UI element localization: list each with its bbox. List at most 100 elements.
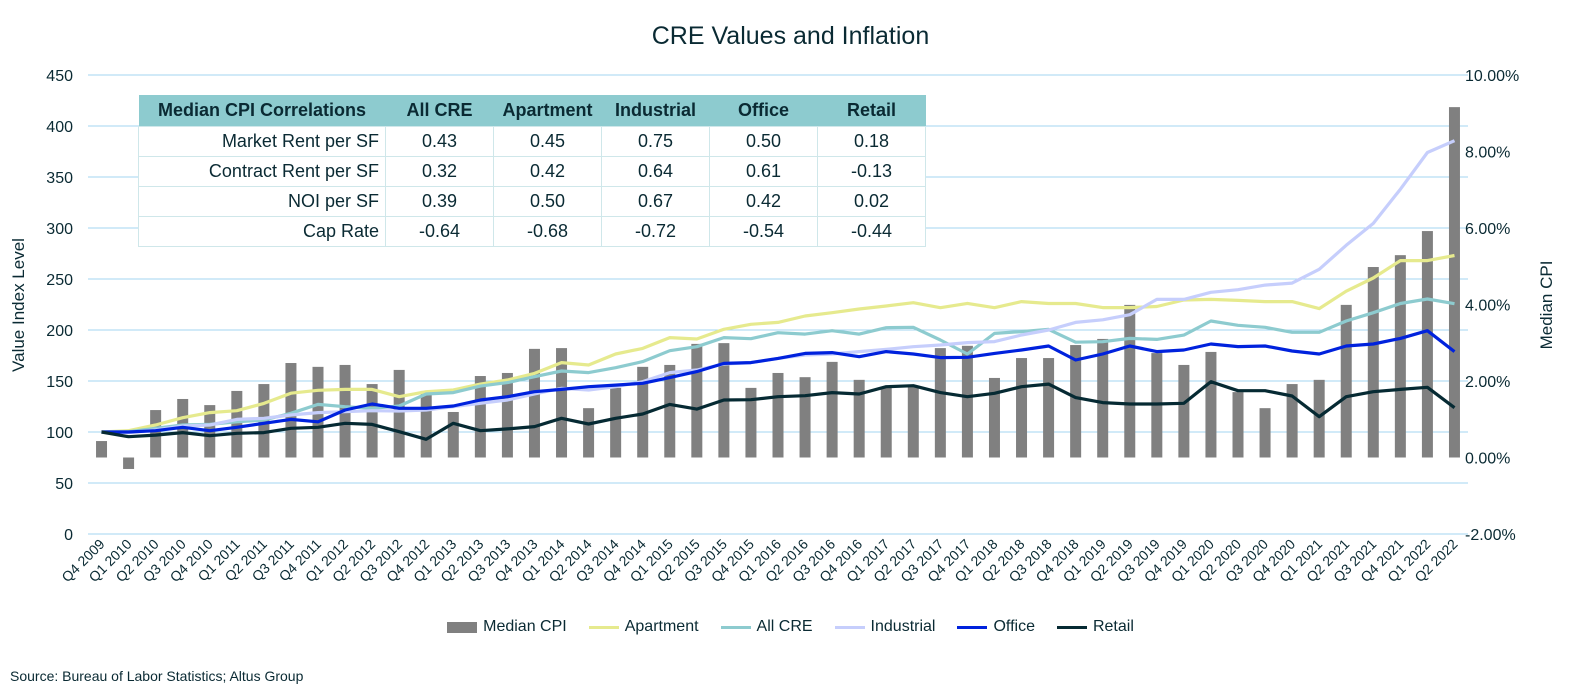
- bar-median-cpi: [1286, 384, 1298, 458]
- table-cell: 0.32: [385, 156, 494, 187]
- y-tick-label: 0: [64, 527, 73, 544]
- legend-swatch: [447, 621, 478, 633]
- bar-median-cpi: [880, 387, 892, 458]
- legend-item-apartment: Apartment: [588, 618, 699, 636]
- bar-median-cpi: [556, 348, 568, 458]
- table-cell: 0.50: [493, 186, 602, 217]
- y-tick-label: 450: [46, 68, 73, 85]
- bar-median-cpi: [637, 366, 649, 458]
- legend: Median CPI Apartment All CRE Industrial …: [0, 618, 1581, 636]
- y-right-tick-label: 0.00%: [1465, 451, 1510, 468]
- bar-median-cpi: [231, 390, 243, 458]
- bar-median-cpi: [474, 376, 486, 458]
- y-right-tick-label: -2.00%: [1465, 527, 1516, 544]
- correlation-table: Median CPI Correlations All CRE Apartmen…: [138, 95, 926, 247]
- bar-median-cpi: [96, 441, 108, 458]
- bar-median-cpi: [1421, 231, 1433, 458]
- table-header: Median CPI Correlations: [138, 95, 386, 127]
- bar-median-cpi: [610, 387, 622, 458]
- legend-item-industrial: Industrial: [834, 618, 936, 636]
- bar-median-cpi: [772, 372, 784, 458]
- bar-median-cpi: [799, 377, 811, 458]
- line-all-cre: [101, 297, 1455, 434]
- y-right-tick-label: 10.00%: [1465, 68, 1519, 85]
- bar-median-cpi: [745, 387, 757, 458]
- y-tick-label: 200: [46, 323, 73, 340]
- table-cell: 0.61: [709, 156, 818, 187]
- table-cell: 0.64: [601, 156, 710, 187]
- legend-label: Median CPI: [483, 618, 567, 635]
- table-cell: -0.13: [817, 156, 926, 187]
- legend-item-office: Office: [957, 618, 1035, 636]
- table-cell: -0.44: [817, 216, 926, 247]
- table-cell: -0.68: [493, 216, 602, 247]
- y-right-tick-label: 8.00%: [1465, 145, 1510, 162]
- table-row: Market Rent per SF 0.43 0.45 0.75 0.50 0.18: [138, 126, 926, 157]
- bar-median-cpi: [961, 345, 973, 458]
- bar-median-cpi: [1043, 358, 1055, 458]
- source-note: Source: Bureau of Labor Statistics; Altu…: [10, 668, 304, 684]
- table-row: Contract Rent per SF 0.32 0.42 0.64 0.61 -0.1…: [138, 156, 926, 187]
- table-header-row: Median CPI Correlations All CRE Apartmen…: [138, 95, 926, 127]
- legend-label: Retail: [1092, 618, 1134, 635]
- table-cell: 0.39: [385, 186, 494, 217]
- bar-median-cpi: [1178, 364, 1190, 458]
- y-right-tick-label: 2.00%: [1465, 374, 1510, 391]
- line-apartment: [101, 253, 1455, 434]
- y-tick-label: 350: [46, 170, 73, 187]
- table-header: Retail: [817, 95, 926, 127]
- legend-swatch: [1056, 625, 1087, 629]
- bar-median-cpi: [501, 372, 513, 458]
- bar-median-cpi: [664, 364, 676, 458]
- table-header: Office: [709, 95, 818, 127]
- y-tick-label: 400: [46, 119, 73, 136]
- table-cell: 0.67: [601, 186, 710, 217]
- bar-median-cpi: [420, 390, 432, 458]
- legend-swatch: [720, 625, 751, 629]
- bar-median-cpi: [853, 379, 865, 458]
- line-retail: [101, 380, 1456, 441]
- y-tick-label: 150: [46, 374, 73, 391]
- table-row: Cap Rate -0.64 -0.68 -0.72 -0.54 -0.44: [138, 216, 926, 247]
- table-cell: -0.72: [601, 216, 710, 247]
- table-cell: -0.54: [709, 216, 818, 247]
- bar-median-cpi: [528, 348, 540, 458]
- table-cell: NOI per SF: [138, 186, 386, 217]
- y-right-tick-label: 4.00%: [1465, 298, 1510, 315]
- bar-median-cpi: [988, 377, 1000, 458]
- y-axis-label: Value Index Level: [9, 238, 28, 372]
- bar-median-cpi: [1340, 304, 1352, 458]
- y-tick-label: 250: [46, 272, 73, 289]
- chart-title: CRE Values and Inflation: [651, 22, 930, 50]
- table-cell: Cap Rate: [138, 216, 386, 247]
- legend-item-retail: Retail: [1056, 618, 1134, 636]
- bar-median-cpi: [123, 457, 135, 469]
- legend-label: Office: [993, 618, 1035, 635]
- bar-median-cpi: [1394, 255, 1406, 458]
- y-tick-label: 50: [55, 476, 73, 493]
- legend-swatch: [588, 625, 619, 629]
- bar-median-cpi: [1070, 345, 1082, 458]
- bar-median-cpi: [1367, 267, 1379, 458]
- table-header: Industrial: [601, 95, 710, 127]
- bar-median-cpi: [1124, 304, 1136, 458]
- bar-median-cpi: [366, 384, 378, 458]
- bar-median-cpi: [1097, 338, 1109, 458]
- bar-median-cpi: [1205, 351, 1217, 458]
- table-cell: 0.42: [709, 186, 818, 217]
- legend-label: Apartment: [624, 618, 699, 635]
- bar-median-cpi: [691, 343, 703, 458]
- legend-label: Industrial: [870, 618, 936, 635]
- line-office: [101, 329, 1456, 434]
- table-cell: 0.02: [817, 186, 926, 217]
- bar-median-cpi: [826, 361, 838, 458]
- table-header: All CRE: [385, 95, 494, 127]
- table-header: Apartment: [493, 95, 602, 127]
- table-cell: 0.43: [385, 126, 494, 157]
- bar-median-cpi: [1232, 392, 1244, 458]
- bar-median-cpi: [1448, 107, 1460, 458]
- table-cell: 0.75: [601, 126, 710, 157]
- legend-item-all-cre: All CRE: [720, 618, 813, 636]
